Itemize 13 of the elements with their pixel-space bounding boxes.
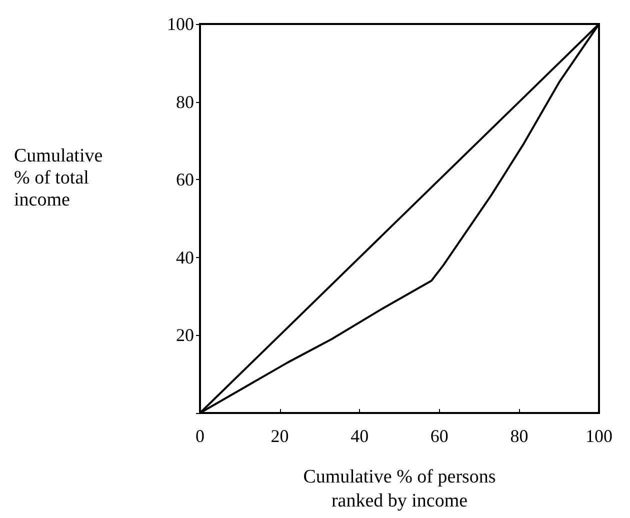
y-tick-label: 80 (176, 92, 194, 112)
y-tick-label: 60 (176, 170, 194, 190)
y-tick-label: 20 (176, 325, 194, 346)
y-tick-label: 40 (176, 247, 194, 268)
y-tick-label: 100 (167, 14, 194, 34)
y-axis-title: Cumulative % of total income (14, 146, 103, 210)
x-tick-label: 100 (586, 426, 612, 446)
x-tick-label: 60 (430, 426, 448, 446)
x-axis-title: Cumulative % of persons ranked by income (303, 466, 496, 512)
x-tick-label: 20 (270, 426, 289, 446)
x-tick-label: 0 (196, 426, 204, 446)
x-tick-label: 80 (510, 426, 528, 446)
x-tick-label: 40 (350, 426, 369, 446)
